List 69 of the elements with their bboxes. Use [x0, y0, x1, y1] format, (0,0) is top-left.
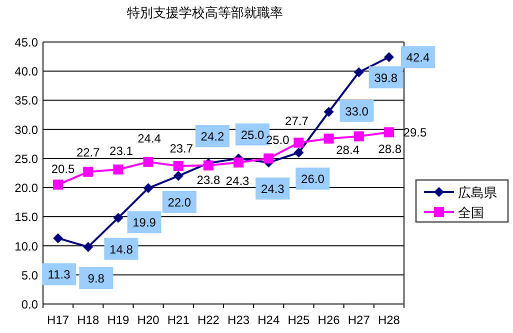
data-label: 24.3: [260, 182, 285, 196]
data-label: 24.3: [226, 174, 250, 188]
data-label: 23.1: [110, 144, 134, 158]
data-label: 42.4: [406, 50, 430, 65]
data-label: 11.3: [48, 268, 71, 282]
legend-label: 全国: [458, 205, 484, 220]
x-tick-label: H20: [137, 313, 160, 327]
y-tick-label: 10.0: [14, 239, 38, 254]
point: [264, 153, 274, 164]
point: [294, 148, 304, 158]
x-tick-label: H23: [228, 313, 250, 327]
point: [384, 127, 394, 138]
x-tick-label: H26: [318, 313, 340, 327]
point: [53, 180, 64, 190]
point: [53, 233, 64, 244]
point: [83, 242, 94, 252]
point: [384, 52, 394, 62]
point: [113, 212, 124, 223]
point: [324, 106, 334, 117]
data-label: 9.8: [88, 271, 105, 286]
legend-label: 広島県: [458, 185, 497, 200]
x-tick-label: H22: [197, 313, 220, 327]
x-tick-label: H21: [167, 313, 190, 327]
y-tick-label: 20.0: [14, 181, 38, 196]
data-label: 20.5: [51, 162, 76, 176]
data-label: 25.0: [240, 128, 265, 142]
x-tick-label: H17: [47, 313, 70, 327]
data-label: 23.7: [170, 142, 194, 156]
point: [234, 158, 244, 168]
data-label: 14.8: [110, 242, 134, 256]
y-tick-label: 35.0: [14, 94, 38, 108]
data-label: 28.4: [336, 143, 360, 158]
y-tick-label: 40.0: [14, 64, 38, 79]
point: [354, 67, 364, 78]
data-label: 24.4: [138, 131, 162, 146]
data-label: 19.9: [132, 216, 156, 230]
point: [324, 134, 334, 144]
x-tick-label: H18: [77, 313, 100, 327]
point: [143, 156, 154, 167]
y-tick-label: 5.0: [21, 268, 38, 282]
point: [173, 161, 184, 172]
point: [143, 183, 154, 194]
x-tick-label: H25: [288, 313, 310, 327]
x-tick-label: H19: [107, 313, 130, 327]
data-label: 22.0: [168, 195, 192, 210]
x-tick-label: H24: [258, 313, 280, 327]
data-label: 33.0: [345, 104, 369, 118]
x-tick-label: H28: [378, 313, 400, 327]
data-label: 24.2: [200, 130, 224, 144]
data-label: 23.8: [196, 172, 220, 187]
y-tick-label: 25.0: [14, 152, 38, 166]
point: [354, 131, 364, 142]
point: [113, 164, 124, 175]
data-label: 26.0: [301, 172, 325, 186]
data-label: 25.0: [266, 132, 290, 147]
data-label: 27.7: [285, 114, 309, 128]
point: [294, 138, 304, 148]
y-tick-label: 30.0: [14, 122, 38, 137]
data-label: 28.8: [378, 142, 402, 156]
data-label: 22.7: [76, 145, 100, 160]
x-tick-label: H27: [348, 313, 370, 327]
y-tick-label: 0.0: [21, 298, 38, 312]
point: [83, 166, 94, 177]
point: [173, 170, 184, 181]
data-label: 29.5: [403, 126, 427, 140]
y-tick-label: 45.0: [14, 36, 38, 50]
data-label: 39.8: [374, 70, 398, 85]
chart-title: 特別支援学校高等部就職率: [127, 5, 283, 20]
y-tick-label: 15.0: [14, 210, 38, 224]
